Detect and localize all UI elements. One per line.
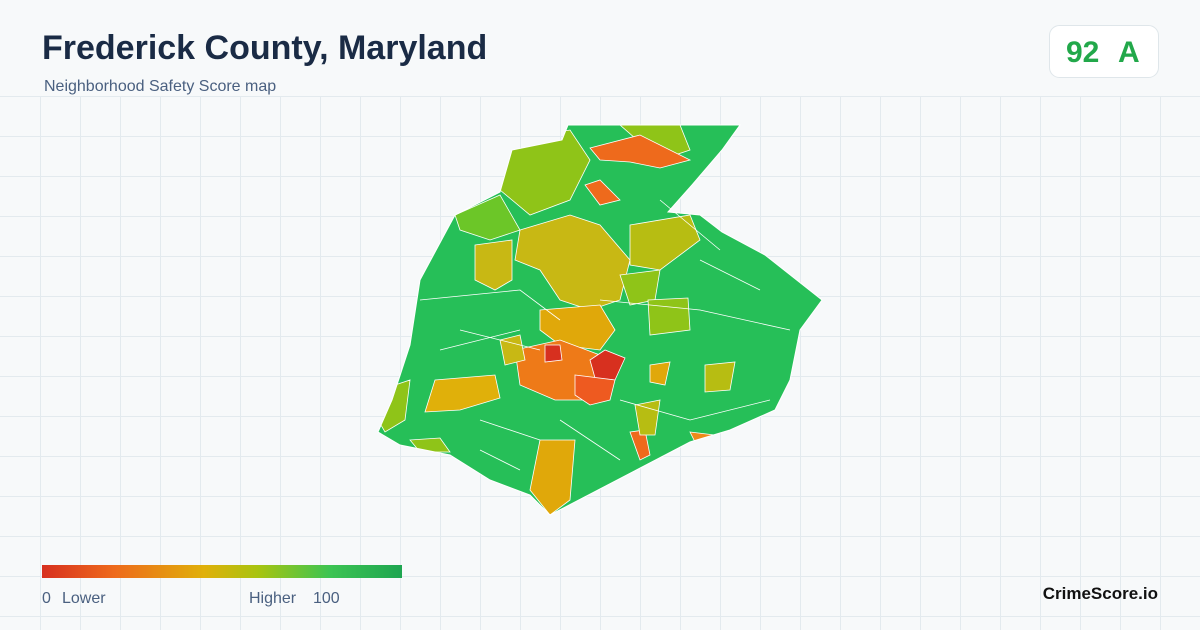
subtitle: Neighborhood Safety Score map [44,78,276,95]
score-badge [1049,25,1159,78]
map-region [539,304,616,351]
header-band [0,0,1200,96]
map-region [544,344,563,363]
score-grade: A [1118,36,1140,69]
legend-min-label: Lower [62,590,106,607]
map-region [704,361,736,393]
map-region [589,349,626,381]
legend-max-label: Higher [249,590,297,607]
map-boundaries [419,199,791,471]
map-region [634,399,661,436]
brand: CrimeScore.io [1043,584,1158,603]
map-region [454,194,521,241]
legend-gradient [42,565,402,578]
map-region [584,179,621,206]
map-region [474,239,513,291]
title: Frederick County, Maryland [42,29,487,67]
score-value: 92 [1066,36,1099,69]
map-region [424,374,501,413]
map-region [499,334,526,366]
map-region [649,361,671,386]
legend-max: 100 [313,590,340,607]
map-region [647,297,691,336]
legend-min: 0 [42,590,51,607]
map-region [574,374,616,406]
county-outline [377,124,823,516]
map-region [589,134,692,169]
map-region [514,214,631,311]
map-region [529,439,576,515]
background-grid [0,96,1200,630]
